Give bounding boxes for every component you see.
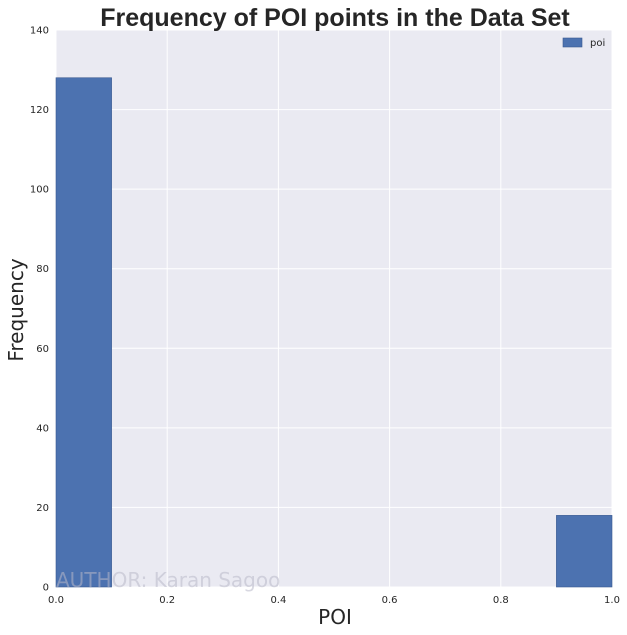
chart-title: Frequency of POI points in the Data Set (100, 4, 570, 32)
y-tick-label-6: 120 (30, 105, 49, 116)
y-tick-label-1: 20 (36, 503, 49, 514)
x-tick-label-0: 0.0 (48, 595, 64, 606)
y-tick-label-4: 80 (36, 264, 49, 275)
x-axis-ticks: 0.0 0.2 0.4 0.6 0.8 1.0 (48, 595, 620, 606)
y-tick-label-0: 0 (43, 583, 49, 594)
x-tick-label-5: 1.0 (604, 595, 620, 606)
y-axis-label: Frequency (4, 258, 28, 361)
y-tick-label-3: 60 (36, 344, 49, 355)
y-axis-ticks: 0 20 40 60 80 100 120 140 (30, 26, 49, 594)
legend-swatch-poi (562, 37, 583, 48)
bars (55, 77, 613, 588)
grid (55, 29, 613, 588)
histogram-bar-1 (556, 515, 613, 588)
y-tick-label-5: 100 (30, 185, 49, 196)
x-tick-label-3: 0.6 (382, 595, 398, 606)
x-axis-label: POI (318, 605, 352, 629)
y-tick-label-7: 140 (30, 26, 49, 37)
x-tick-label-2: 0.4 (270, 595, 286, 606)
author-watermark: AUTHOR: Karan Sagoo (56, 568, 280, 592)
x-tick-label-4: 0.8 (493, 595, 509, 606)
plot-area (56, 30, 612, 587)
legend: poi (562, 37, 605, 49)
histogram-bar-0 (55, 77, 112, 588)
legend-label-poi: poi (590, 38, 605, 49)
x-tick-label-1: 0.2 (159, 595, 175, 606)
y-tick-label-2: 40 (36, 423, 49, 434)
